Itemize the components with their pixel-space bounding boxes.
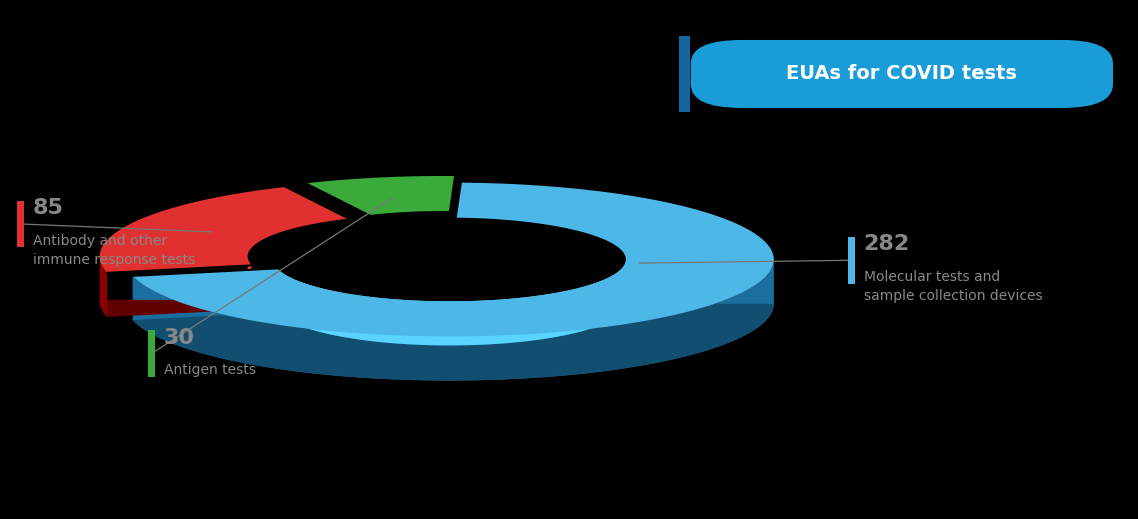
Polygon shape bbox=[248, 256, 251, 309]
Text: 85: 85 bbox=[33, 198, 64, 218]
Text: 282: 282 bbox=[864, 234, 910, 254]
Polygon shape bbox=[133, 260, 774, 380]
Text: Molecular tests and
sample collection devices: Molecular tests and sample collection de… bbox=[864, 270, 1042, 304]
FancyBboxPatch shape bbox=[679, 36, 690, 112]
Polygon shape bbox=[100, 300, 251, 317]
FancyBboxPatch shape bbox=[848, 237, 855, 283]
Polygon shape bbox=[133, 304, 774, 380]
Polygon shape bbox=[100, 256, 107, 317]
Text: Antigen tests: Antigen tests bbox=[164, 363, 256, 377]
Text: 30: 30 bbox=[164, 327, 195, 348]
FancyBboxPatch shape bbox=[17, 200, 24, 247]
Text: EUAs for COVID tests: EUAs for COVID tests bbox=[786, 64, 1017, 84]
Polygon shape bbox=[306, 176, 455, 215]
Text: Antibody and other
immune response tests: Antibody and other immune response tests bbox=[33, 234, 196, 267]
FancyBboxPatch shape bbox=[691, 40, 1113, 108]
Polygon shape bbox=[278, 260, 626, 346]
FancyBboxPatch shape bbox=[148, 331, 155, 377]
Polygon shape bbox=[133, 183, 774, 336]
Polygon shape bbox=[100, 187, 349, 273]
